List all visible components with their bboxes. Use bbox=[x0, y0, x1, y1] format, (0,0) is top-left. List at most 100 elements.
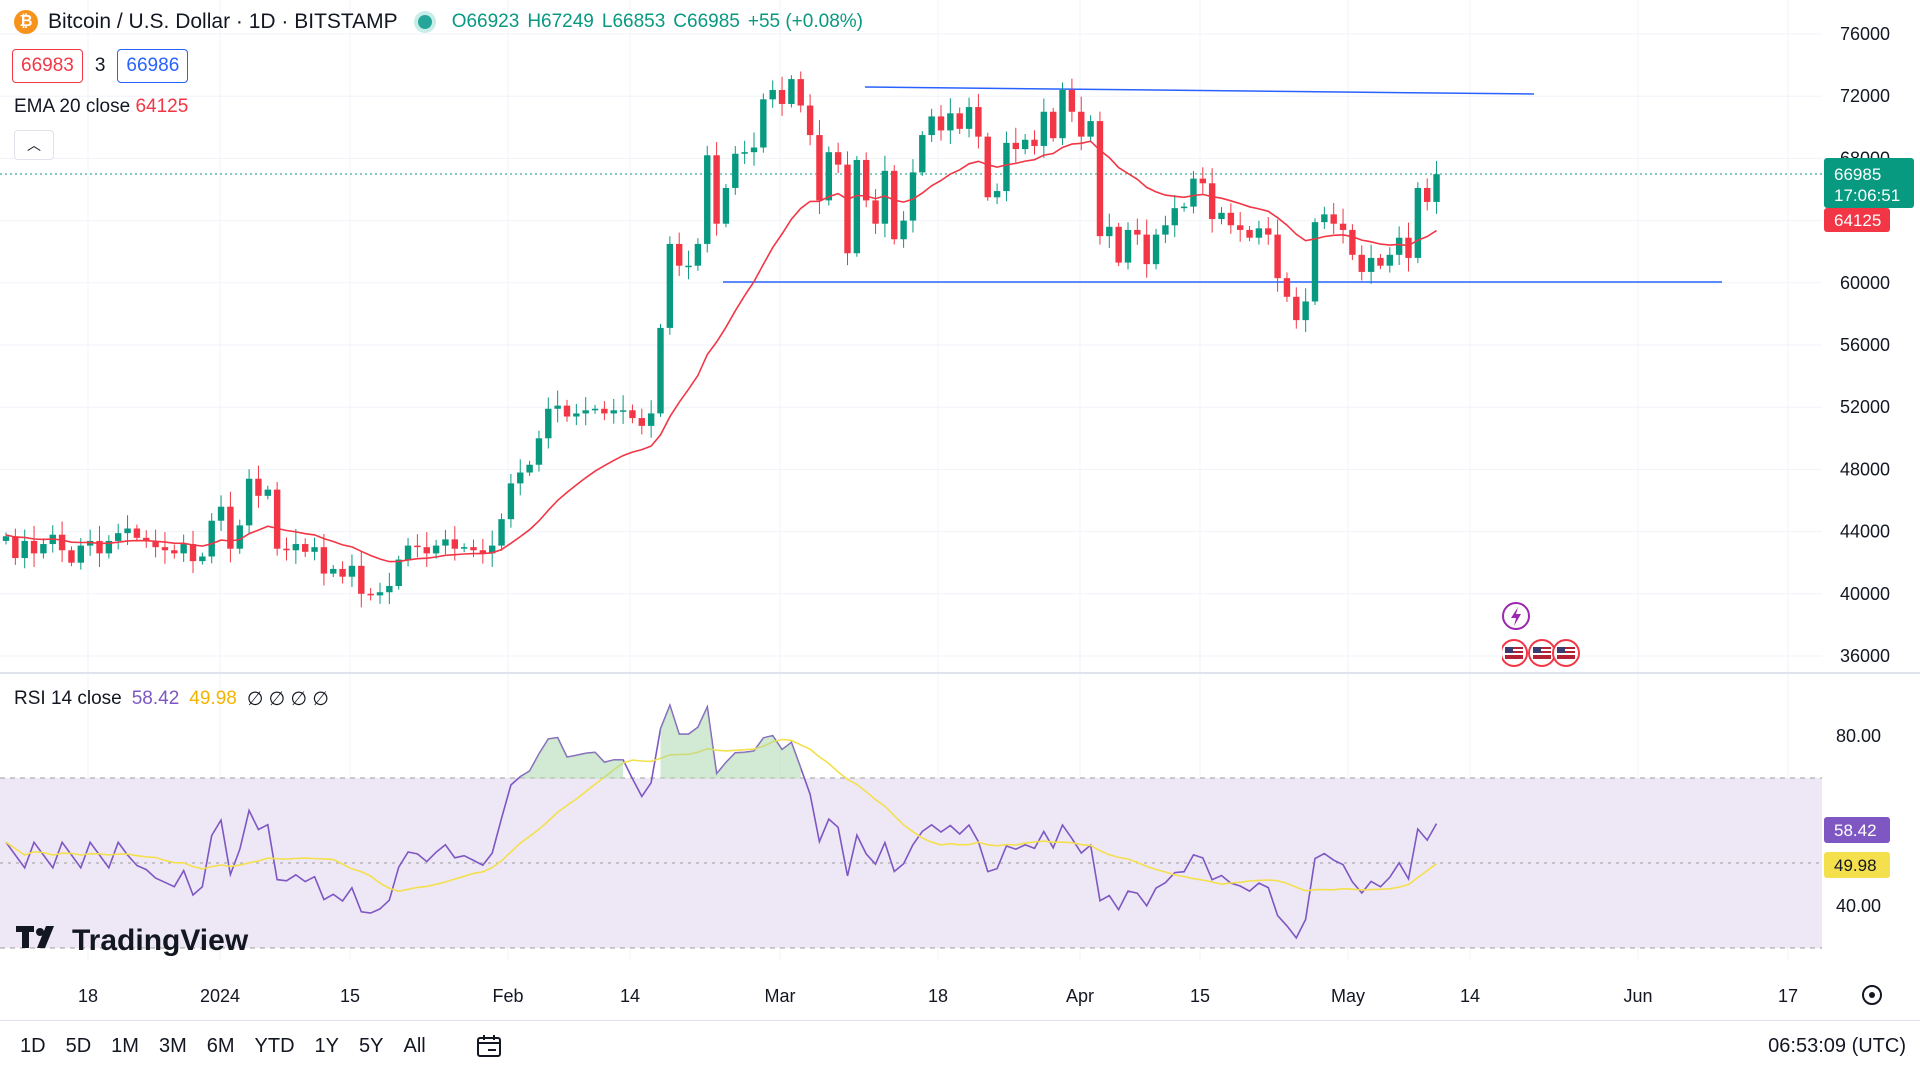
us-flag-icon[interactable] bbox=[1552, 639, 1580, 667]
price-tick: 36000 bbox=[1840, 646, 1890, 666]
range-button-1y[interactable]: 1Y bbox=[314, 1034, 340, 1057]
time-tick: Apr bbox=[1066, 986, 1094, 1006]
candle bbox=[713, 142, 720, 236]
candle bbox=[1433, 160, 1440, 214]
utc-clock[interactable]: 06:53:09 (UTC) bbox=[1768, 1034, 1906, 1057]
ask-button[interactable]: 66986 bbox=[117, 49, 189, 83]
lightning-icon[interactable] bbox=[1502, 602, 1530, 630]
range-button-5d[interactable]: 5D bbox=[65, 1034, 92, 1057]
candle bbox=[1358, 245, 1365, 281]
candle bbox=[245, 469, 253, 534]
candle bbox=[788, 75, 795, 108]
candle bbox=[1349, 224, 1356, 260]
candle bbox=[1152, 228, 1160, 270]
candle bbox=[1265, 217, 1272, 245]
rsi-badge: 58.42 bbox=[1824, 817, 1890, 843]
candle bbox=[1321, 206, 1328, 230]
candle bbox=[619, 395, 627, 424]
range-button-6m[interactable]: 6M bbox=[206, 1034, 235, 1057]
candle bbox=[1059, 82, 1066, 146]
candle bbox=[834, 142, 842, 174]
rsi-axis[interactable]: 80.00 40.00 bbox=[1836, 726, 1881, 916]
us-flag-icon[interactable] bbox=[1528, 639, 1556, 667]
price-axis[interactable]: 7600072000680006400060000560005200048000… bbox=[1840, 24, 1890, 666]
bottom-toolbar: 1D 5D 1M 3M 6M YTD 1Y 5Y All 06:53:09 (UTC) bbox=[0, 1020, 1920, 1071]
rsi-value: 58.42 bbox=[131, 688, 180, 709]
candle bbox=[143, 530, 150, 548]
market-status-icon[interactable] bbox=[417, 15, 432, 29]
candle bbox=[591, 404, 599, 414]
candle bbox=[376, 582, 384, 604]
us-flag-icon[interactable] bbox=[1500, 639, 1528, 667]
candle bbox=[919, 131, 926, 176]
candle bbox=[320, 533, 328, 586]
time-axis[interactable]: 18 2024 15 Feb 14 Mar 18 Apr 15 May 14 Jun 17 bbox=[78, 986, 1798, 1006]
candle bbox=[460, 543, 468, 553]
rsi-band bbox=[0, 778, 1822, 948]
tradingview-logo-icon bbox=[16, 924, 64, 958]
candle bbox=[68, 546, 75, 567]
candle bbox=[404, 537, 412, 567]
economic-events[interactable] bbox=[1500, 602, 1582, 677]
range-button-1d[interactable]: 1D bbox=[20, 1034, 46, 1057]
candle bbox=[694, 238, 702, 271]
rsi-legend[interactable]: RSI 14 close 58.42 49.98 ∅ ∅ ∅ ∅ bbox=[14, 688, 329, 711]
candle bbox=[442, 529, 449, 555]
range-button-all[interactable]: All bbox=[403, 1034, 426, 1057]
rsi-tick: 40.00 bbox=[1836, 896, 1881, 916]
symbol-legend[interactable]: ₿ Bitcoin / U.S. Dollar · 1D · BITSTAMP … bbox=[14, 10, 863, 34]
settings-gear-icon[interactable] bbox=[1862, 985, 1882, 1005]
low-value: L66853 bbox=[601, 11, 666, 32]
candle bbox=[161, 532, 169, 564]
bid-button[interactable]: 66983 bbox=[12, 49, 83, 83]
tradingview-logo[interactable]: TradingView bbox=[16, 924, 248, 958]
range-button-ytd[interactable]: YTD bbox=[254, 1034, 295, 1057]
ema-legend[interactable]: EMA 20 close 64125 bbox=[14, 96, 188, 118]
candle bbox=[1302, 288, 1309, 333]
candle bbox=[750, 132, 758, 166]
candle bbox=[124, 515, 131, 546]
candle bbox=[657, 324, 664, 417]
range-button-5y[interactable]: 5Y bbox=[359, 1034, 384, 1057]
candle bbox=[1330, 203, 1337, 234]
rsi-ma-badge: 49.98 bbox=[1824, 852, 1890, 878]
range-button-3m[interactable]: 3M bbox=[158, 1034, 187, 1057]
candle bbox=[236, 519, 243, 554]
candle bbox=[891, 165, 898, 245]
candle bbox=[1050, 107, 1057, 142]
candle bbox=[769, 80, 776, 108]
candle bbox=[264, 485, 271, 500]
candle bbox=[629, 404, 636, 424]
rsi-ma-badge-value: 49.98 bbox=[1834, 856, 1877, 875]
resistance-trendline[interactable] bbox=[864, 86, 1535, 95]
candle bbox=[227, 491, 234, 563]
candle bbox=[993, 183, 1001, 205]
time-tick: 18 bbox=[928, 986, 948, 1006]
bid-ask[interactable]: 66983 3 66986 bbox=[12, 49, 189, 83]
candle bbox=[853, 156, 861, 257]
candle bbox=[1293, 287, 1300, 329]
candle bbox=[1367, 244, 1375, 284]
candle bbox=[872, 189, 879, 234]
time-tick: 15 bbox=[340, 986, 360, 1006]
candle bbox=[423, 532, 430, 567]
candle bbox=[816, 119, 823, 214]
candle bbox=[760, 93, 767, 153]
candle bbox=[797, 71, 804, 113]
candle bbox=[1068, 78, 1076, 122]
candle bbox=[900, 211, 907, 248]
candle bbox=[526, 460, 533, 477]
candle bbox=[348, 554, 356, 587]
collapse-legend-button[interactable]: ︿ bbox=[14, 130, 54, 160]
price-tick: 48000 bbox=[1840, 459, 1890, 479]
range-button-1m[interactable]: 1M bbox=[111, 1034, 139, 1057]
candle bbox=[563, 399, 571, 422]
price-tick: 52000 bbox=[1840, 397, 1890, 417]
candle bbox=[956, 107, 963, 135]
candle bbox=[1283, 272, 1291, 302]
candle bbox=[40, 538, 47, 559]
candle bbox=[1227, 203, 1235, 234]
calendar-icon[interactable] bbox=[476, 1033, 502, 1059]
